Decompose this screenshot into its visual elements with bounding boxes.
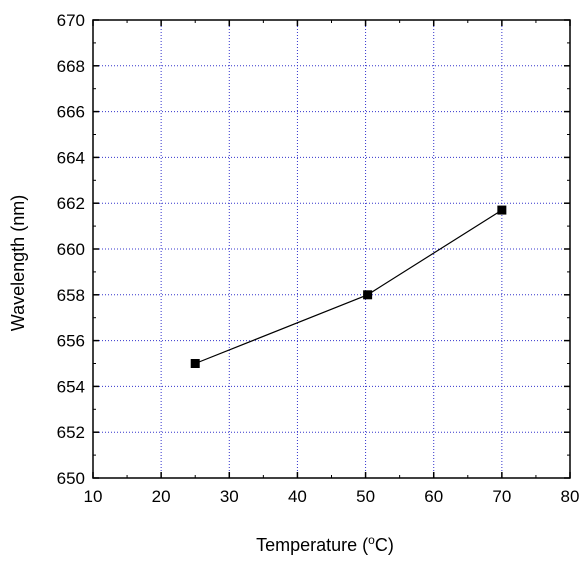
grid-lines [93, 20, 570, 478]
series [190, 205, 507, 368]
x-tick-label: 60 [424, 487, 443, 506]
data-point-marker [190, 359, 200, 368]
y-tick-label: 664 [57, 148, 85, 167]
x-tick-label: 70 [492, 487, 511, 506]
data-point-marker [497, 205, 507, 215]
x-axis-title-superscript: o [368, 533, 375, 547]
y-tick-label: 654 [57, 377, 85, 396]
x-tick-label: 40 [288, 487, 307, 506]
y-tick-label: 656 [57, 332, 85, 351]
y-tick-label: 658 [57, 286, 85, 305]
x-axis-title: Temperature (oC) [256, 533, 394, 555]
x-tick-label: 80 [561, 487, 580, 506]
y-tick-label: 668 [57, 57, 85, 76]
y-tick-label: 666 [57, 103, 85, 122]
data-point-marker [363, 290, 373, 300]
x-tick-label: 10 [84, 487, 103, 506]
ticks: 10 20 30 40 50 60 70 80 650 652 654 656 658 660 662 664… [57, 11, 580, 506]
x-tick-label: 20 [152, 487, 171, 506]
y-axis-title: Wavelength (nm) [8, 195, 28, 331]
y-tick-label: 650 [57, 469, 85, 488]
x-tick-label: 50 [356, 487, 375, 506]
y-tick-label: 670 [57, 11, 85, 30]
y-tick-label: 652 [57, 423, 85, 442]
y-tick-label: 660 [57, 240, 85, 259]
x-tick-label: 30 [220, 487, 239, 506]
y-tick-label: 662 [57, 194, 85, 213]
x-axis-title-suffix: C) [375, 535, 394, 555]
x-axis-title-prefix: Temperature ( [256, 535, 368, 555]
